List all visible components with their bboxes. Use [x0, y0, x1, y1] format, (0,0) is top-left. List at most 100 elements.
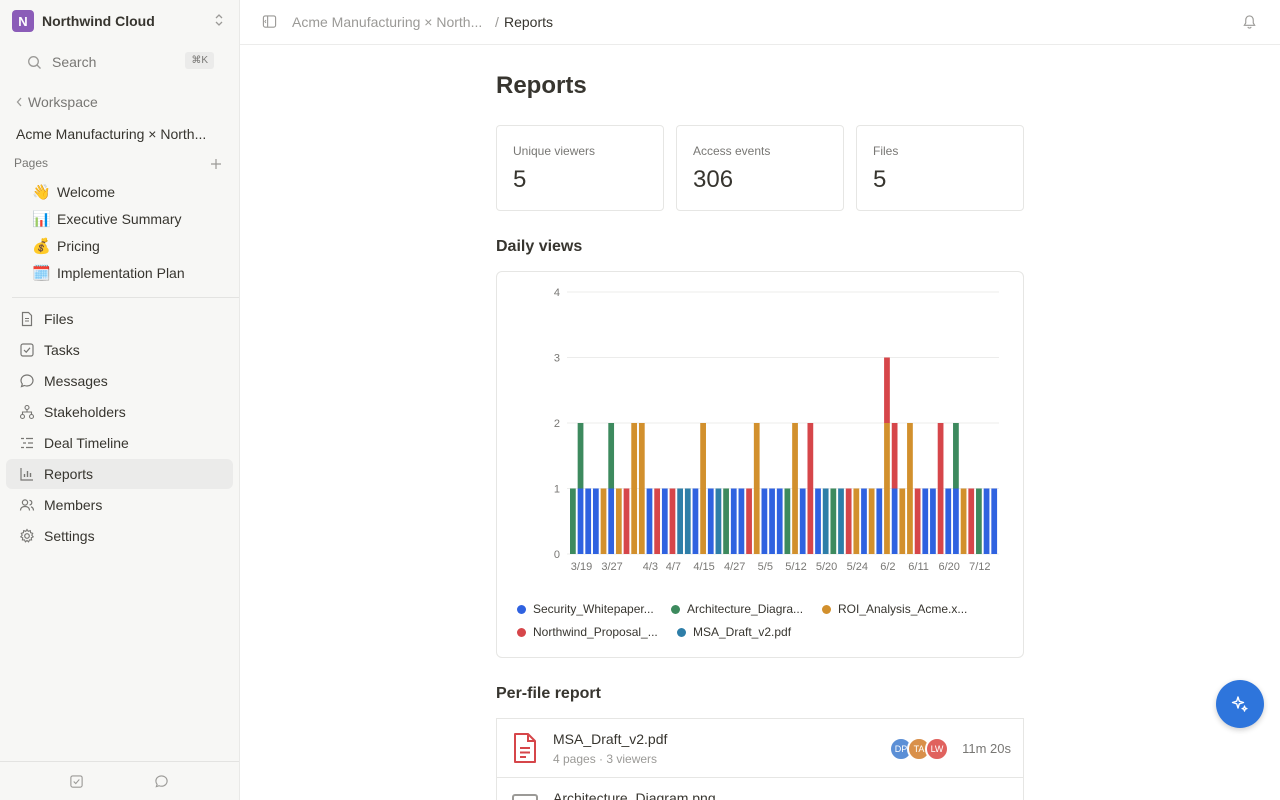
chart-bar: [815, 488, 821, 554]
chart-bar: [638, 488, 645, 554]
page-item-welcome[interactable]: 👋 Welcome: [32, 181, 115, 203]
stat-value: 306: [693, 166, 734, 193]
chart-bar: [937, 488, 944, 554]
chart-bar: [776, 488, 783, 554]
chart-bar: [692, 488, 699, 554]
top-bar: Acme Manufacturing × North... / Reports: [240, 0, 1280, 45]
page-item-label: Implementation Plan: [57, 265, 185, 281]
chart-bar: [884, 357, 890, 423]
chart-bar: [661, 488, 668, 554]
daily-views-heading: Daily views: [496, 238, 583, 255]
x-tick-label: 4/3: [643, 561, 658, 573]
sidebar-item-deal-timeline[interactable]: Deal Timeline: [6, 428, 233, 458]
chart-bar: [615, 488, 622, 554]
chart-bar: [968, 488, 975, 554]
chart-bar: [753, 488, 760, 554]
chart-bar: [585, 488, 592, 554]
ai-assistant-button[interactable]: [1216, 680, 1264, 728]
x-tick-label: 6/20: [938, 561, 959, 573]
chat-icon[interactable]: [154, 774, 169, 789]
chart-bar: [631, 423, 638, 489]
bell-icon[interactable]: [1242, 14, 1257, 30]
chart-bar: [807, 488, 814, 554]
stat-value: 5: [873, 166, 887, 193]
chart-bar: [577, 488, 584, 554]
chart-bar: [700, 488, 706, 554]
add-page-icon[interactable]: [208, 156, 224, 172]
legend-item[interactable]: Architecture_Diagra...: [671, 602, 803, 616]
chart-bar: [707, 488, 714, 554]
file-row[interactable]: Architecture_Diagram.png: [496, 777, 1024, 800]
chart-bar: [570, 488, 576, 554]
stat-card-unique-viewers: Unique viewers 5: [496, 125, 664, 211]
chat-icon: [20, 374, 34, 388]
sidebar-item-reports[interactable]: Reports: [6, 459, 233, 489]
workspace-switcher[interactable]: N Northwind Cloud: [12, 10, 228, 32]
daily-views-chart-card: 0 1 2 3 4 3/19 3/27 4/3 4/7 4/15 4/27 5/5 5/12 5/20 5/…: [496, 271, 1024, 658]
view-time: 11m 20s: [962, 741, 1011, 756]
calendar-icon: 🗓️: [32, 265, 51, 282]
chart-bar: [638, 423, 645, 489]
page-item-label: Executive Summary: [57, 211, 182, 227]
legend-item[interactable]: MSA_Draft_v2.pdf: [677, 625, 791, 639]
legend-swatch: [517, 627, 526, 637]
search-icon: [28, 56, 41, 69]
chart-bar: [769, 488, 775, 554]
viewer-avatars: DP TA LW: [889, 737, 953, 761]
chart-bar: [976, 488, 982, 554]
org-chart-icon: [19, 404, 35, 420]
page-item-executive-summary[interactable]: 📊 Executive Summary: [32, 208, 181, 230]
x-tick-label: 4/7: [666, 561, 681, 573]
breadcrumb-parent[interactable]: Acme Manufacturing × North...: [292, 14, 483, 30]
search-button[interactable]: Search ⌘K: [18, 48, 222, 76]
page-item-pricing[interactable]: 💰 Pricing: [32, 235, 100, 257]
file-name: Architecture_Diagram.png: [553, 790, 716, 800]
sidebar-item-files[interactable]: Files: [6, 304, 233, 334]
legend-swatch: [677, 627, 686, 637]
chart-bar: [822, 488, 829, 554]
sidebar-item-label: Messages: [44, 373, 108, 389]
chart-bar: [646, 488, 653, 554]
pdf-file-icon: [514, 733, 536, 763]
chart-bar: [723, 488, 729, 554]
file-icon: [21, 311, 33, 327]
chart-bar: [907, 488, 913, 554]
sidebar-footer: [0, 761, 239, 800]
checkbox-icon[interactable]: [69, 774, 84, 789]
sidebar-toggle-icon[interactable]: [262, 14, 277, 29]
daily-views-chart: 0 1 2 3 4 3/19 3/27 4/3 4/7 4/15 4/27 5/5 5/12 5/20 5/…: [554, 287, 999, 573]
search-shortcut: ⌘K: [185, 52, 214, 69]
workspace-logo: N: [12, 10, 34, 32]
chart-bar: [953, 488, 959, 554]
file-meta: 4 pages · 3 viewers: [553, 752, 658, 766]
pages-heading: Pages: [14, 156, 49, 170]
chart-bar: [799, 488, 806, 554]
chart-bar: [592, 488, 599, 554]
legend-label: Northwind_Proposal_...: [533, 625, 658, 639]
project-name[interactable]: Acme Manufacturing × North...: [16, 126, 207, 142]
legend-swatch: [822, 604, 831, 614]
sidebar-item-stakeholders[interactable]: Stakeholders: [6, 397, 233, 427]
sidebar-item-messages[interactable]: Messages: [6, 366, 233, 396]
chart-bar: [868, 488, 875, 554]
x-tick-label: 4/27: [724, 561, 745, 573]
sidebar-item-tasks[interactable]: Tasks: [6, 335, 233, 365]
legend-item[interactable]: Northwind_Proposal_...: [517, 625, 658, 639]
legend-item[interactable]: ROI_Analysis_Acme.x...: [822, 602, 967, 616]
back-to-workspace[interactable]: Workspace: [16, 94, 98, 110]
gear-icon: [19, 528, 35, 543]
chart-bar: [830, 488, 837, 554]
page-item-implementation-plan[interactable]: 🗓️ Implementation Plan: [32, 262, 185, 284]
legend-item[interactable]: Security_Whitepaper...: [517, 602, 654, 616]
x-tick-label: 7/12: [969, 561, 990, 573]
chart-bar: [953, 423, 959, 489]
sidebar-divider: [12, 297, 239, 298]
file-row[interactable]: MSA_Draft_v2.pdf 4 pages · 3 viewers DP …: [496, 718, 1024, 778]
sidebar-item-members[interactable]: Members: [6, 490, 233, 520]
file-name: MSA_Draft_v2.pdf: [553, 731, 668, 747]
x-tick-label: 5/20: [816, 561, 837, 573]
chart-bar: [891, 488, 898, 554]
stat-label: Access events: [693, 144, 771, 158]
sidebar-item-settings[interactable]: Settings: [6, 521, 233, 551]
chart-bar: [792, 423, 798, 489]
